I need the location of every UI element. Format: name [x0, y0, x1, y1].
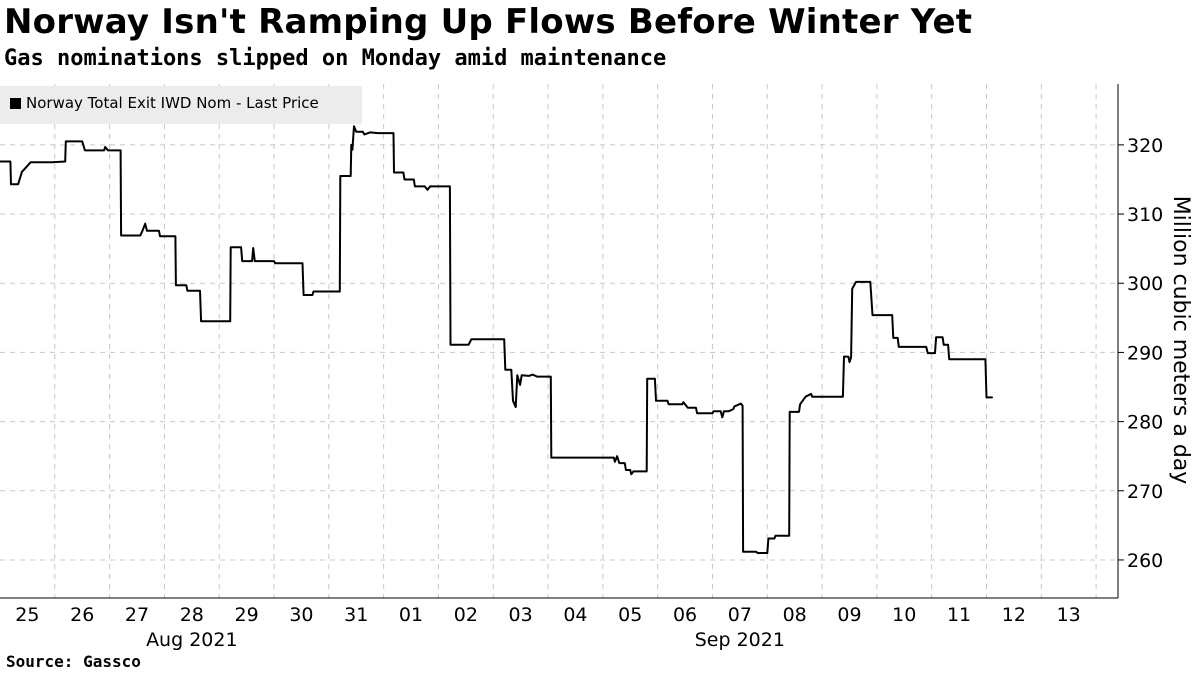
- x-tick-label: 29: [235, 604, 259, 626]
- y-tick-label: 290: [1127, 342, 1163, 364]
- x-tick-label: 13: [1057, 604, 1081, 626]
- y-tick-label: 270: [1127, 481, 1163, 503]
- x-tick-label: 06: [673, 604, 697, 626]
- x-tick-label: 26: [70, 604, 94, 626]
- x-tick-label: 30: [289, 604, 313, 626]
- legend-swatch: [10, 98, 21, 109]
- y-tick-label: 310: [1127, 204, 1163, 226]
- x-tick-label: 12: [1002, 604, 1026, 626]
- y-tick-label: 320: [1127, 135, 1163, 157]
- x-tick-label: 11: [947, 604, 971, 626]
- y-axis-title: Million cubic meters a day: [1168, 196, 1193, 485]
- x-tick-label: 01: [399, 604, 423, 626]
- x-tick-label: 08: [783, 604, 807, 626]
- x-tick-label: 03: [509, 604, 533, 626]
- source-note: Source: Gassco: [6, 652, 141, 671]
- x-tick-label: 09: [837, 604, 861, 626]
- x-tick-label: 27: [125, 604, 149, 626]
- x-tick-label: 31: [344, 604, 368, 626]
- x-tick-label: 28: [180, 604, 204, 626]
- legend-entry-label: Norway Total Exit IWD Nom - Last Price: [26, 94, 319, 112]
- series-line: [0, 125, 993, 554]
- x-tick-label: 05: [618, 604, 642, 626]
- x-tick-label: 10: [892, 604, 916, 626]
- legend: Norway Total Exit IWD Nom - Last Price: [0, 86, 362, 124]
- chart-title: Norway Isn't Ramping Up Flows Before Win…: [4, 2, 973, 42]
- x-tick-label: 07: [728, 604, 752, 626]
- y-tick-label: 260: [1127, 550, 1163, 572]
- series-layer: [0, 125, 993, 554]
- legend-background: [0, 86, 362, 124]
- x-month-label: Aug 2021: [146, 629, 238, 651]
- x-tick-label: 25: [15, 604, 39, 626]
- y-tick-label: 300: [1127, 273, 1163, 295]
- chart-subtitle: Gas nominations slipped on Monday amid m…: [4, 46, 667, 71]
- y-tick-label: 280: [1127, 412, 1163, 434]
- x-month-label: Sep 2021: [695, 629, 785, 651]
- axes: 260 270 280 290 300 310 320 25 26 27 28 29 30 31 01 02 0…: [0, 84, 1163, 651]
- x-tick-label: 02: [454, 604, 478, 626]
- x-tick-label: 04: [563, 604, 587, 626]
- gridlines: [0, 84, 1118, 598]
